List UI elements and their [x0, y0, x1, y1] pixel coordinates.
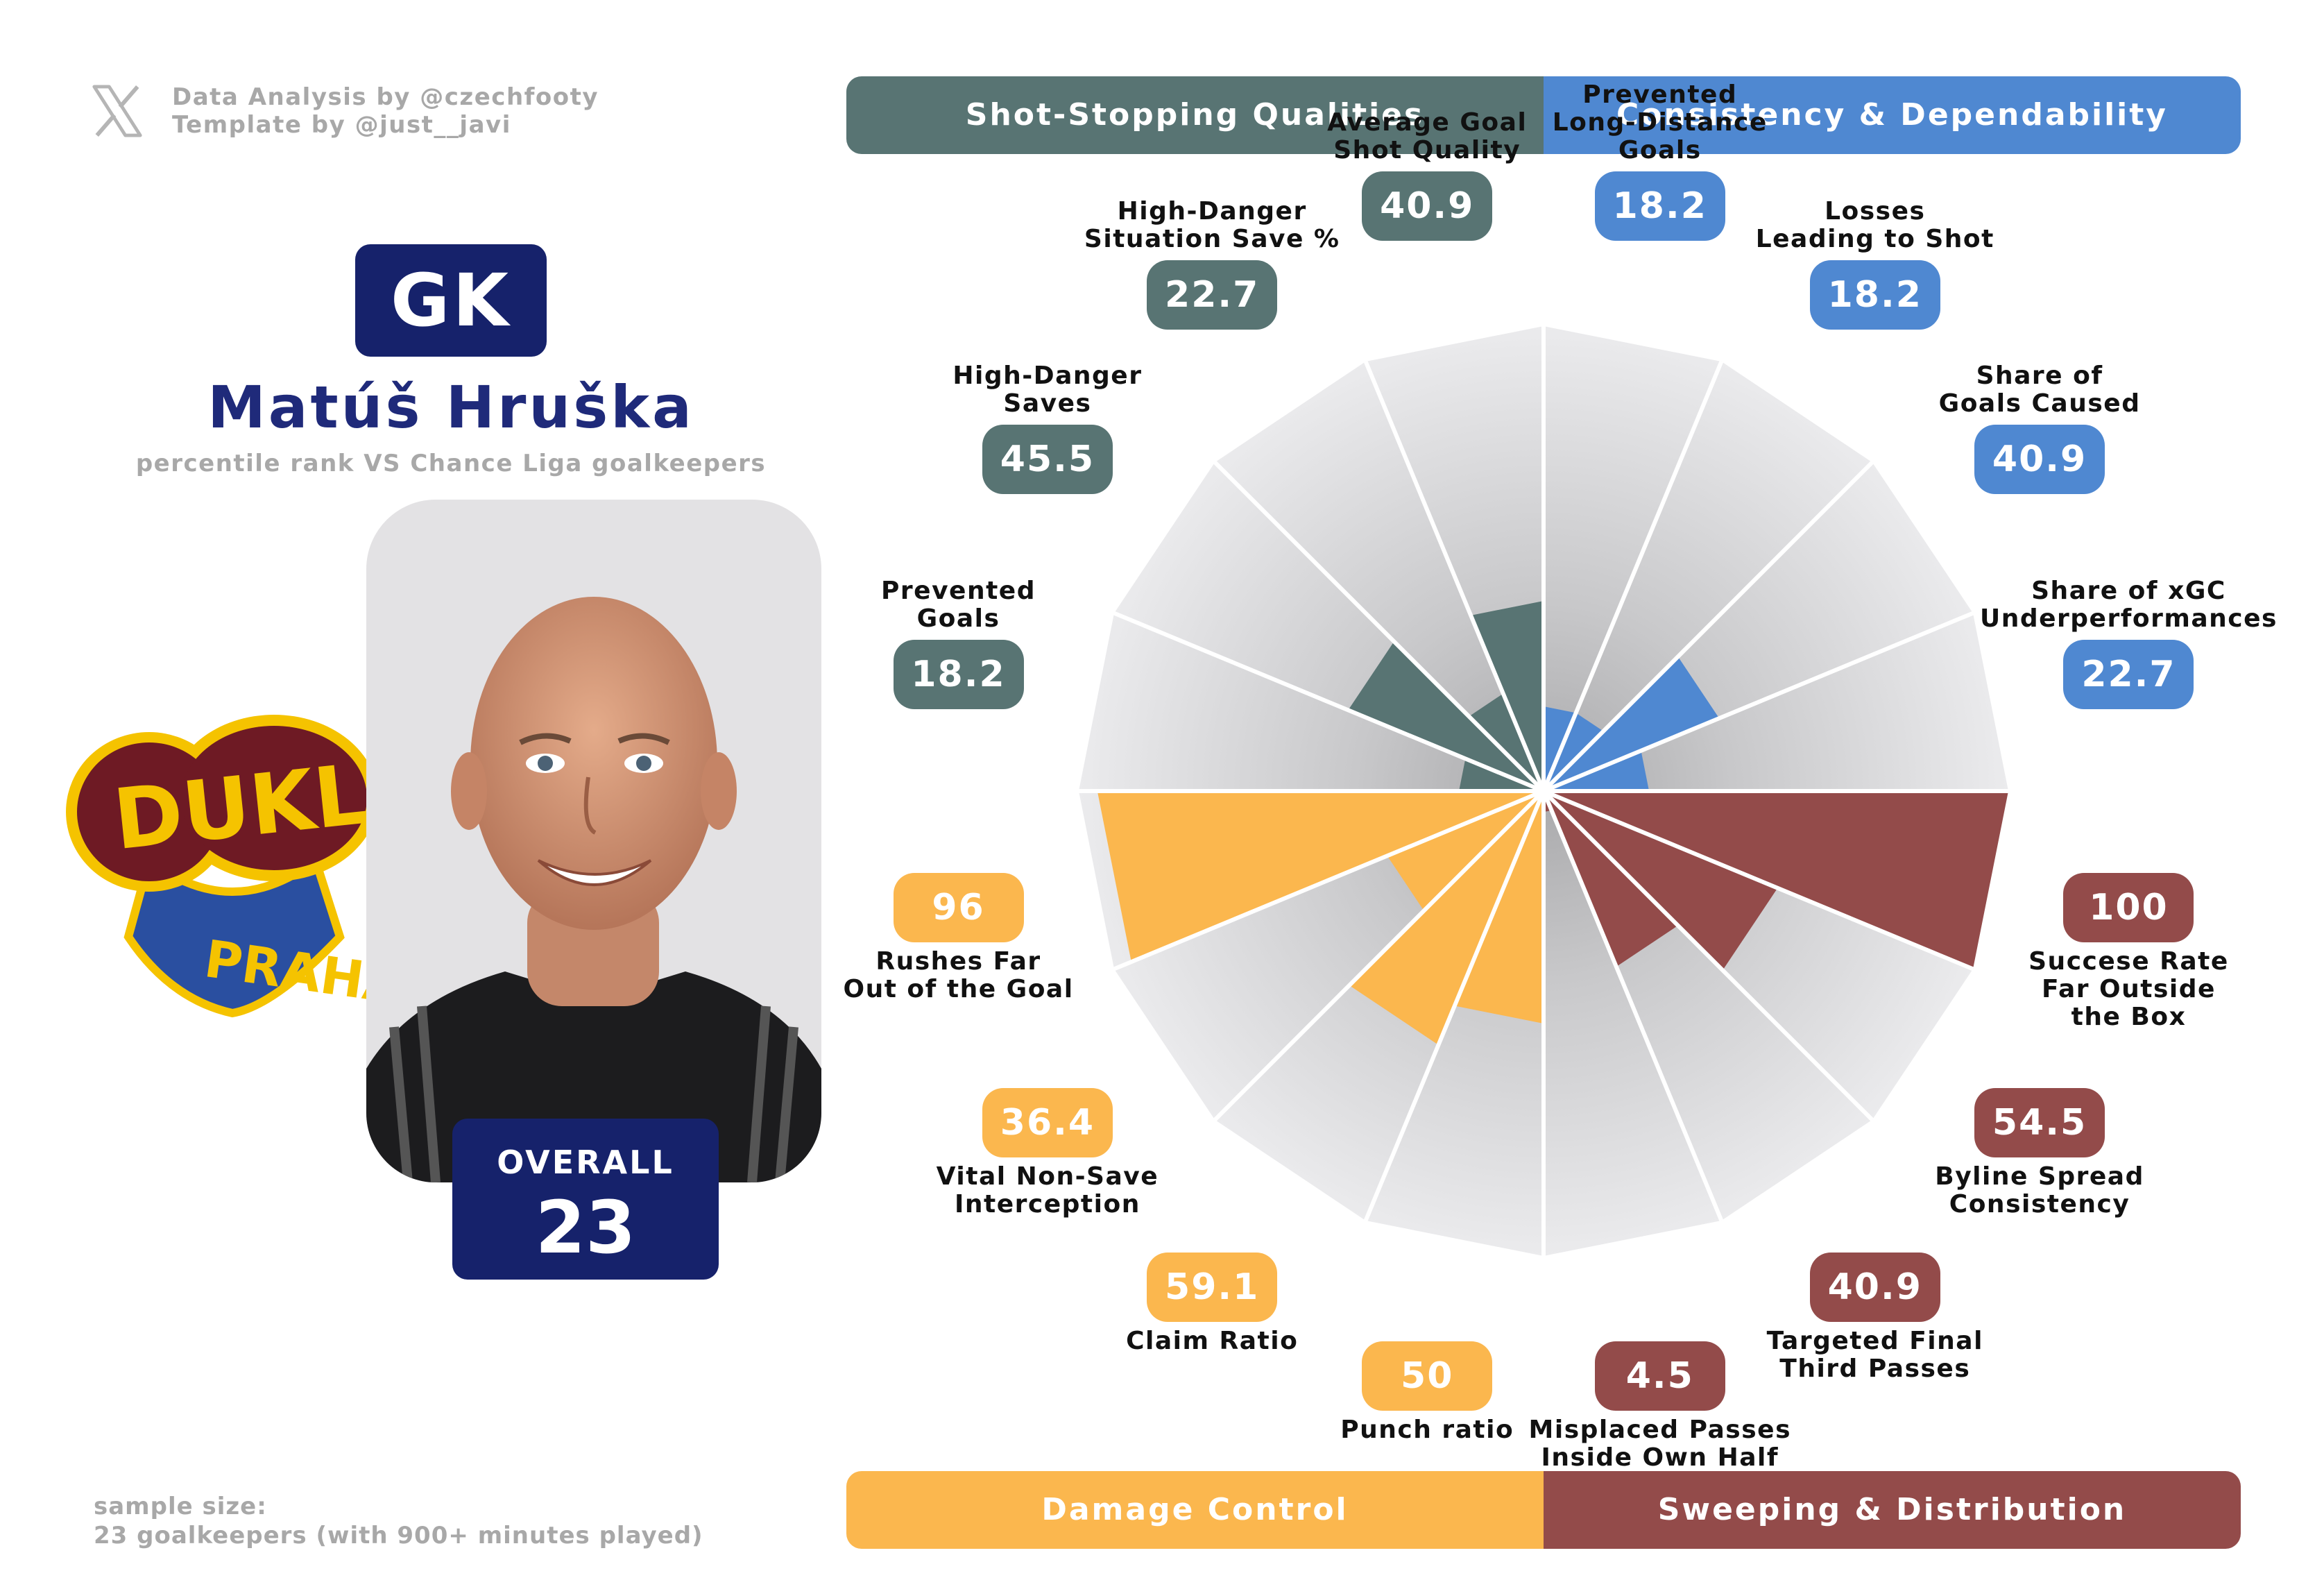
metric-label-claim-ratio: Claim Ratio — [1126, 1327, 1299, 1356]
metric-label-punch-ratio: Punch ratio — [1340, 1416, 1514, 1445]
metric-label-vital-non-save-interception: Vital Non-Save Interception — [936, 1162, 1159, 1219]
radar-divider — [1113, 789, 1545, 971]
radar-sector-background — [1215, 362, 1544, 791]
metric-value-rushes-far-out-of-the-goal: 96 — [893, 872, 1024, 942]
metric-value-share-of-xgc-underperformances: 22.7 — [2063, 640, 2194, 710]
radar-bar-high-danger-saves — [1348, 641, 1544, 791]
radar-sector-background — [1544, 362, 1872, 791]
radar-bar-succese-rate-far-outside-the-box — [1544, 791, 2008, 969]
subtitle: percentile rank VS Chance Liga goalkeepe… — [135, 450, 767, 477]
radar-divider — [1363, 790, 1546, 1222]
metric-label-high-danger-situation-save: High-Danger Situation Save % — [1084, 196, 1340, 253]
metric-label-succese-rate-far-outside-the-box: Succese Rate Far Outside the Box — [2028, 946, 2229, 1031]
radar-bar-targeted-final-third-passes — [1544, 791, 1678, 967]
radar-bar-byline-spread-consistency — [1544, 791, 1778, 971]
metric-value-vital-non-save-interception: 36.4 — [982, 1087, 1113, 1157]
sample-size: sample size: 23 goalkeepers (with 900+ m… — [94, 1492, 703, 1550]
metric-value-average-goal-shot-quality: 40.9 — [1362, 171, 1493, 241]
radar-bar-vital-non-save-interception — [1387, 791, 1544, 911]
metric-label-targeted-final-third-passes: Targeted Final Third Passes — [1766, 1327, 1983, 1384]
metric-label-share-of-goals-caused: Share of Goals Caused — [1938, 362, 2141, 418]
radar-bar-claim-ratio — [1349, 791, 1544, 1045]
metric-value-share-of-goals-caused: 40.9 — [1974, 425, 2105, 495]
overall-label: OVERALL — [497, 1144, 674, 1181]
metric-value-high-danger-situation-save: 22.7 — [1147, 260, 1278, 330]
radar-bar-high-danger-situation-save — [1469, 693, 1544, 791]
radar-divider — [1541, 789, 1874, 1121]
radar-sector-background — [1544, 326, 1722, 791]
category-sweeping-distribution: Sweeping & Distribution — [1544, 1471, 2241, 1549]
category-shot-stopping: Shot-Stopping Qualities — [846, 76, 1544, 154]
metric-value-punch-ratio: 50 — [1362, 1341, 1493, 1411]
radar-divider — [1541, 790, 1724, 1222]
metric-label-byline-spread-consistency: Byline Spread Consistency — [1935, 1162, 2144, 1219]
metric-label-average-goal-shot-quality: Average Goal Shot Quality — [1327, 108, 1528, 164]
metric-label-share-of-xgc-underperformances: Share of xGC Underperformances — [1979, 577, 2278, 634]
radar-bar-rushes-far-out-of-the-goal — [1097, 791, 1544, 962]
metric-value-misplaced-passes-inside-own-half: 4.5 — [1594, 1341, 1725, 1411]
radar-sector-background — [1544, 791, 1722, 1256]
player-name: Matúš Hruška — [207, 373, 694, 441]
radar-divider — [1213, 789, 1546, 1121]
credit-analysis: Data Analysis by @czechfooty — [172, 83, 599, 111]
metric-label-rushes-far-out-of-the-goal: Rushes Far Out of the Goal — [843, 946, 1074, 1003]
metric-label-prevented-long-distance-goals: Prevented Long-Distance Goals — [1552, 80, 1768, 164]
position-badge: GK — [355, 244, 547, 357]
x-logo-icon — [92, 85, 142, 137]
radar-divider — [1363, 360, 1546, 792]
sample-size-label: sample size: — [94, 1493, 267, 1520]
radar-divider — [1542, 611, 1974, 793]
category-damage-control: Damage Control — [846, 1471, 1544, 1549]
metric-value-byline-spread-consistency: 54.5 — [1974, 1087, 2105, 1157]
metric-label-losses-leading-to-shot: Losses Leading to Shot — [1755, 196, 1994, 253]
radar-bar-losses-leading-to-shot — [1544, 713, 1604, 791]
overall-score: OVERALL 23 — [452, 1119, 719, 1280]
radar-sector-background — [1079, 613, 1544, 791]
radar-divider — [1541, 360, 1724, 792]
metric-value-claim-ratio: 59.1 — [1147, 1253, 1278, 1323]
club-logo-icon: DUKLA PRAHA — [66, 715, 436, 1018]
metric-value-succese-rate-far-outside-the-box: 100 — [2063, 872, 2194, 942]
radar-divider — [1213, 461, 1546, 793]
sample-size-value: 23 goalkeepers (with 900+ minutes played… — [94, 1522, 703, 1550]
radar-divider — [1113, 611, 1545, 793]
radar-sector-background — [1544, 613, 2008, 791]
metric-value-prevented-long-distance-goals: 18.2 — [1594, 171, 1725, 241]
radar-divider — [1541, 461, 1874, 793]
metric-label-prevented-goals: Prevented Goals — [881, 577, 1036, 634]
overall-value: 23 — [535, 1185, 636, 1270]
metric-label-misplaced-passes-inside-own-half: Misplaced Passes Inside Own Half — [1528, 1416, 1791, 1472]
category-consistency: Consistency & Dependability — [1544, 76, 2241, 154]
metric-label-high-danger-saves: High-Danger Saves — [952, 362, 1143, 418]
club-badge: DUKLA PRAHA — [66, 715, 436, 1023]
radar-bar-share-of-goals-caused — [1544, 656, 1720, 791]
metric-value-high-danger-saves: 45.5 — [982, 425, 1113, 495]
metric-value-losses-leading-to-shot: 18.2 — [1809, 260, 1940, 330]
metric-value-targeted-final-third-passes: 40.9 — [1809, 1253, 1940, 1323]
credit-template: Template by @just__javi — [172, 111, 511, 139]
radar-divider — [1542, 789, 1974, 971]
metric-value-prevented-goals: 18.2 — [893, 640, 1024, 710]
